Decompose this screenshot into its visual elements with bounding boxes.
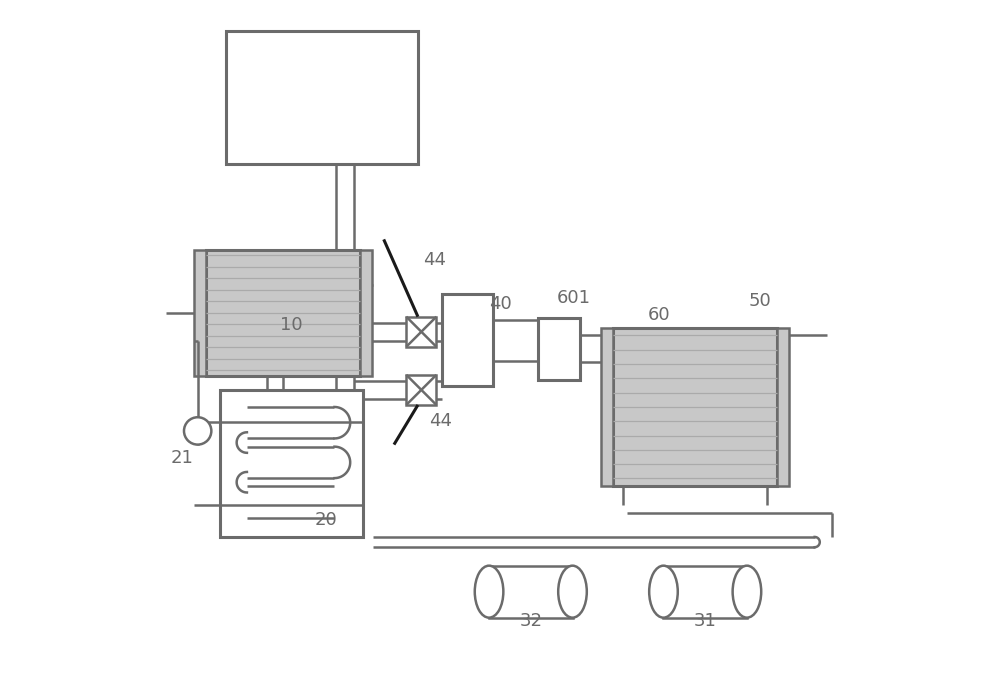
Bar (406, 317, 436, 347)
Text: 32: 32 (519, 612, 542, 630)
Bar (220, 390, 363, 537)
Bar (489, 566, 573, 618)
Text: 44: 44 (424, 251, 447, 269)
Bar (406, 375, 436, 405)
Text: 40: 40 (489, 295, 511, 313)
Bar (226, 31, 418, 164)
Circle shape (184, 417, 211, 445)
Text: 44: 44 (429, 412, 452, 430)
Text: 20: 20 (314, 511, 337, 529)
Text: 10: 10 (280, 316, 303, 334)
Bar (538, 318, 580, 380)
Bar (663, 566, 747, 618)
Ellipse shape (475, 566, 503, 618)
Text: 601: 601 (557, 289, 591, 306)
Bar (613, 328, 777, 486)
Bar (360, 250, 372, 376)
Bar (194, 250, 206, 376)
Bar (601, 328, 613, 486)
Text: 50: 50 (749, 292, 771, 310)
Bar (777, 328, 789, 486)
Bar (442, 294, 493, 386)
Text: 21: 21 (171, 449, 193, 467)
Text: 60: 60 (647, 306, 670, 324)
Text: 31: 31 (694, 612, 717, 630)
Ellipse shape (733, 566, 761, 618)
Ellipse shape (558, 566, 587, 618)
Bar (206, 250, 360, 376)
Ellipse shape (649, 566, 678, 618)
